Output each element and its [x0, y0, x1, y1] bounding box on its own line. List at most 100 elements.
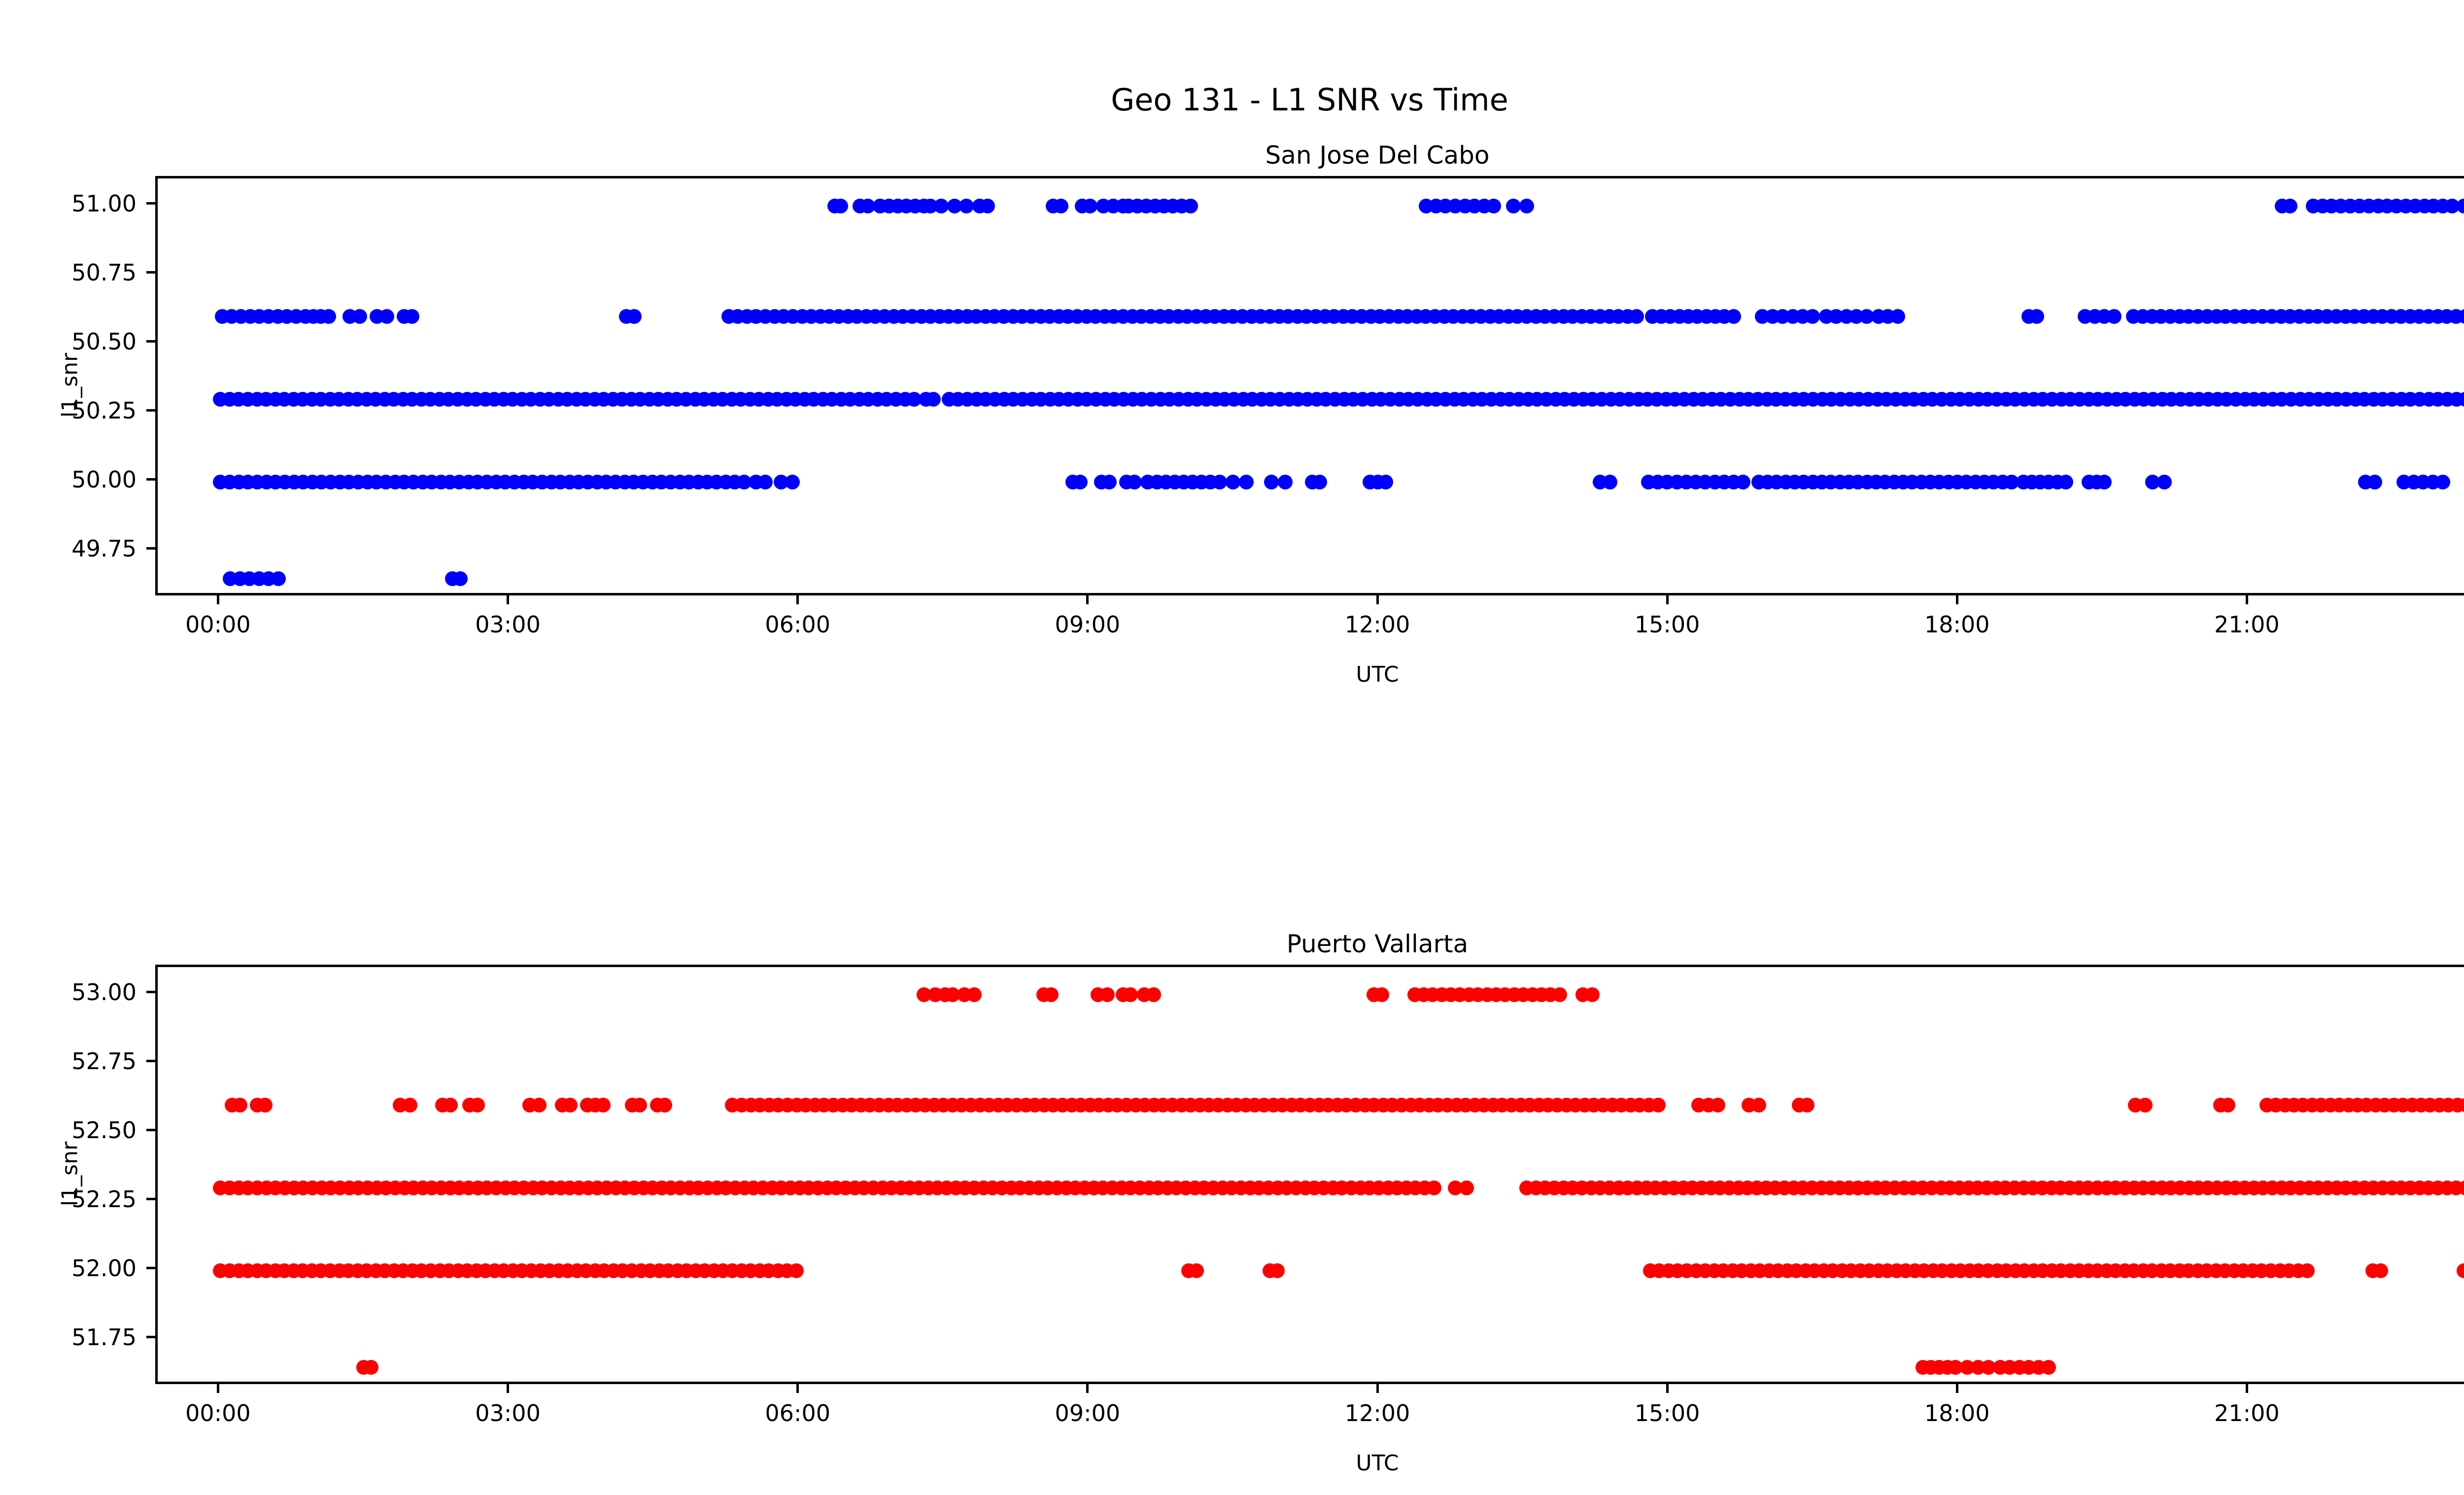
y-tick-label: 51.00 — [71, 190, 137, 217]
y-tick-label: 50.00 — [71, 466, 137, 493]
x-tick-label: 00:00 — [185, 1400, 251, 1426]
x-tick-label: 18:00 — [1924, 1400, 1990, 1426]
data-point — [563, 1097, 578, 1113]
data-point — [1226, 474, 1240, 489]
x-tick-label: 18:00 — [1924, 611, 1990, 638]
data-point — [833, 198, 849, 213]
x-tick-mark — [1086, 595, 1089, 604]
x-tick-label: 06:00 — [765, 1400, 830, 1426]
data-point — [2097, 474, 2112, 489]
x-tick-mark — [796, 595, 799, 604]
data-point — [2137, 1097, 2153, 1113]
data-point — [1459, 1180, 1474, 1195]
plot-area-1 — [158, 967, 2464, 1382]
data-point — [1146, 987, 1162, 1002]
x-tick-label: 21:00 — [2214, 1400, 2280, 1426]
y-tick-mark — [146, 1267, 155, 1270]
data-point — [758, 474, 773, 489]
data-point — [402, 1097, 417, 1113]
data-point — [1426, 1180, 1441, 1195]
data-point — [1519, 198, 1534, 213]
x-axis-label-0: UTC — [1356, 662, 1399, 687]
data-point — [2373, 1263, 2389, 1278]
y-tick-mark — [146, 202, 155, 205]
data-point — [2156, 474, 2172, 489]
data-point — [632, 1097, 648, 1113]
subplot-puerto-vallarta: Puerto Vallarta — [155, 930, 2464, 1384]
x-tick-label: 03:00 — [475, 1400, 541, 1426]
x-tick-mark — [507, 595, 510, 604]
x-tick-label: 03:00 — [475, 611, 541, 638]
data-point — [2456, 1263, 2464, 1278]
data-point — [2221, 1097, 2236, 1113]
data-point — [1312, 474, 1328, 489]
data-point — [933, 198, 949, 213]
data-point — [1183, 198, 1198, 213]
data-point — [1726, 309, 1741, 324]
data-point — [2458, 309, 2464, 324]
x-tick-label: 15:00 — [1634, 1400, 1700, 1426]
data-point — [443, 1097, 458, 1113]
data-point — [1073, 474, 1088, 489]
x-tick-label: 21:00 — [2214, 611, 2280, 638]
data-point — [2435, 474, 2450, 489]
x-tick-label: 00:00 — [185, 611, 251, 638]
y-tick-label: 52.50 — [71, 1116, 137, 1144]
data-point — [1264, 474, 1279, 489]
y-tick-mark — [146, 547, 155, 550]
data-point — [2367, 474, 2383, 489]
subplot-title-1: Puerto Vallarta — [1286, 930, 1469, 958]
y-tick-label: 52.25 — [71, 1185, 137, 1213]
data-point — [232, 1097, 247, 1113]
data-point — [595, 1097, 611, 1113]
data-point — [1374, 987, 1389, 1002]
y-tick-mark — [146, 1129, 155, 1132]
data-point — [626, 309, 642, 324]
y-tick-mark — [146, 478, 155, 481]
y-tick-mark — [146, 1336, 155, 1339]
x-tick-label: 09:00 — [1055, 1400, 1121, 1426]
data-point — [1189, 1263, 1204, 1278]
data-point — [2041, 1359, 2056, 1375]
y-tick-mark — [146, 991, 155, 994]
x-axis-label-1: UTC — [1356, 1451, 1399, 1476]
x-tick-mark — [1086, 1384, 1089, 1393]
data-point — [1054, 198, 1069, 213]
data-point — [1082, 198, 1097, 213]
y-tick-label: 50.25 — [71, 397, 137, 424]
x-tick-mark — [1955, 1384, 1958, 1393]
data-point — [1100, 987, 1115, 1002]
data-point — [1736, 474, 1751, 489]
data-point — [404, 309, 419, 324]
data-point — [1805, 309, 1820, 324]
data-point — [1378, 474, 1393, 489]
y-tick-mark — [146, 1060, 155, 1063]
data-point — [2106, 309, 2122, 324]
data-point — [1127, 474, 1142, 489]
x-tick-mark — [1666, 1384, 1669, 1393]
data-point — [1799, 1097, 1814, 1113]
suptitle-line-1: Geo 131 - L1 SNR vs Time — [1111, 82, 1508, 118]
x-tick-mark — [216, 1384, 219, 1393]
data-point — [1277, 474, 1293, 489]
data-point — [1506, 198, 1521, 213]
y-tick-mark — [146, 271, 155, 274]
data-point — [1239, 474, 1254, 489]
data-point — [1751, 1097, 1766, 1113]
data-point — [1102, 474, 1117, 489]
data-point — [1212, 474, 1227, 489]
data-point — [1650, 1097, 1666, 1113]
plot-area-0 — [158, 178, 2464, 593]
data-point — [1552, 987, 1567, 1002]
data-point — [1890, 309, 1905, 324]
data-point — [1044, 987, 1059, 1002]
y-tick-label: 51.75 — [71, 1323, 137, 1351]
data-point — [958, 198, 974, 213]
x-tick-label: 12:00 — [1344, 611, 1410, 638]
data-point — [2029, 309, 2045, 324]
data-point — [788, 1263, 804, 1278]
subplot-san-jose-del-cabo: San Jose Del Cabo — [155, 141, 2464, 595]
y-tick-mark — [146, 340, 155, 343]
data-point — [980, 198, 995, 213]
data-point — [1629, 309, 1644, 324]
